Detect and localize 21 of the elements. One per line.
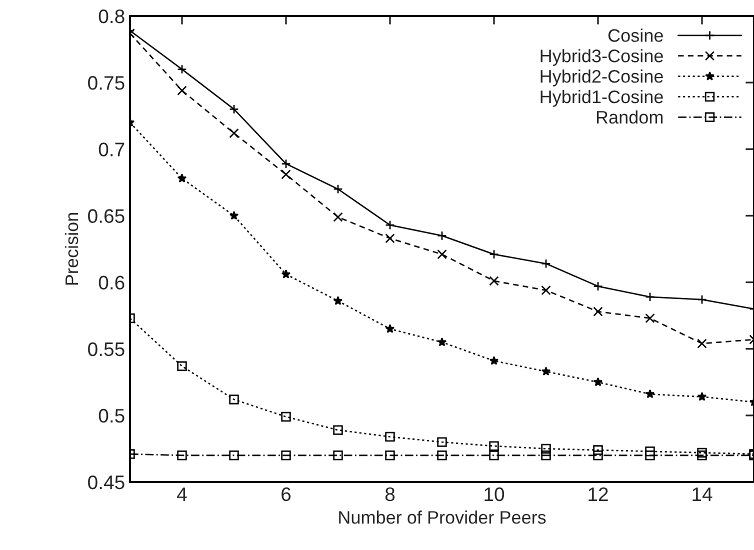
y-tick-label: 0.5 xyxy=(98,408,124,423)
x-tick-label: 4 xyxy=(177,488,187,501)
y-axis-title: Precision xyxy=(64,213,78,285)
y-tick-label: 0.45 xyxy=(88,475,124,490)
x-axis-title: Number of Provider Peers xyxy=(339,510,546,524)
y-tick-label: 0.8 xyxy=(98,9,124,24)
x-tick-label: 6 xyxy=(282,487,291,502)
y-tick-label: 0.55 xyxy=(88,342,124,356)
legend-label: Cosine xyxy=(608,28,663,42)
x-tick-label: 10 xyxy=(484,487,504,502)
legend-label: Hybrid2-Cosine xyxy=(540,70,663,86)
x-tick-label: 12 xyxy=(588,487,608,501)
x-tick-label: 8 xyxy=(385,487,395,502)
x-tick-label: 14 xyxy=(692,488,712,501)
y-tick-label: 0.7 xyxy=(98,142,124,156)
legend-label: Hybrid1-Cosine xyxy=(540,90,663,107)
y-tick-label: 0.65 xyxy=(88,209,124,223)
y-tick-label: 0.75 xyxy=(88,76,124,90)
legend-label: Random xyxy=(596,110,663,124)
y-tick-label: 0.6 xyxy=(98,276,124,290)
legend-label: Hybrid3-Cosine xyxy=(540,49,663,66)
